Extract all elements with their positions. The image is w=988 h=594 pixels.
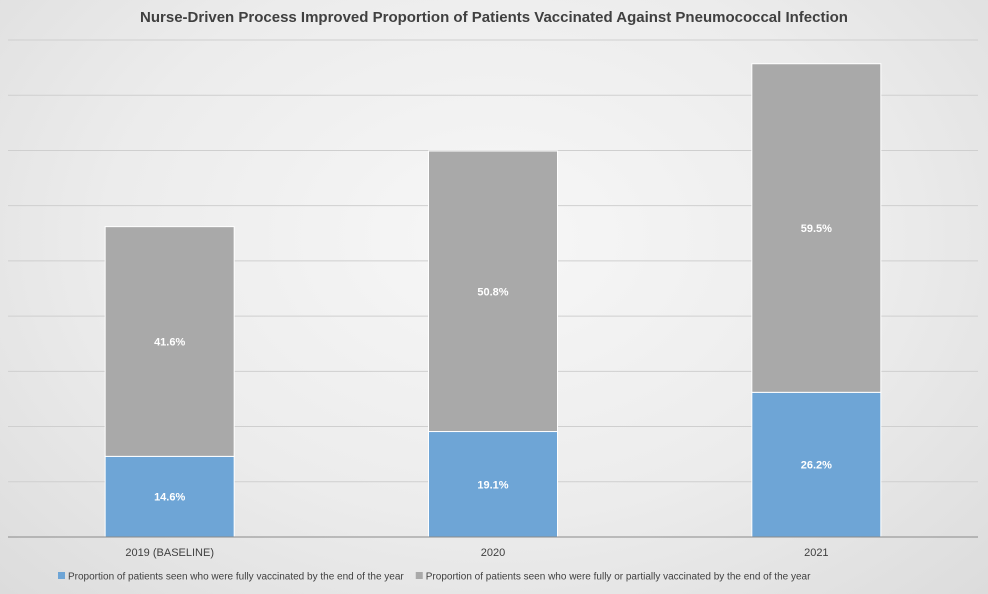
data-label: 19.1% — [477, 479, 508, 491]
legend-label: Proportion of patients seen who were ful… — [426, 572, 811, 583]
data-label: 14.6% — [154, 492, 185, 504]
bar-fully-or-partially-2 — [751, 63, 882, 393]
bar-fully-or-partially-1 — [428, 150, 558, 433]
bar-fully-0 — [104, 455, 235, 538]
data-label: 50.8% — [477, 286, 508, 298]
x-tick-label: 2021 — [804, 547, 828, 559]
data-label: 59.5% — [801, 223, 832, 235]
bar-fully-or-partially-0 — [104, 226, 235, 457]
bars — [104, 63, 882, 538]
legend-label: Proportion of patients seen who were ful… — [68, 572, 404, 583]
data-label: 26.2% — [801, 460, 832, 472]
legend-swatch — [415, 572, 423, 579]
x-tick-labels: 2019 (BASELINE) 2020 2021 — [125, 547, 828, 559]
x-tick-label: 2020 — [481, 547, 505, 559]
legend: Proportion of patients seen who were ful… — [58, 572, 811, 583]
x-tick-label: 2019 (BASELINE) — [125, 547, 214, 559]
legend-swatch — [58, 572, 65, 579]
data-labels: 14.6% 41.6% 19.1% 50.8% 26.2% 59.5% — [154, 223, 832, 504]
chart-title: Nurse-Driven Process Improved Proportion… — [140, 9, 848, 26]
data-label: 41.6% — [154, 337, 185, 349]
